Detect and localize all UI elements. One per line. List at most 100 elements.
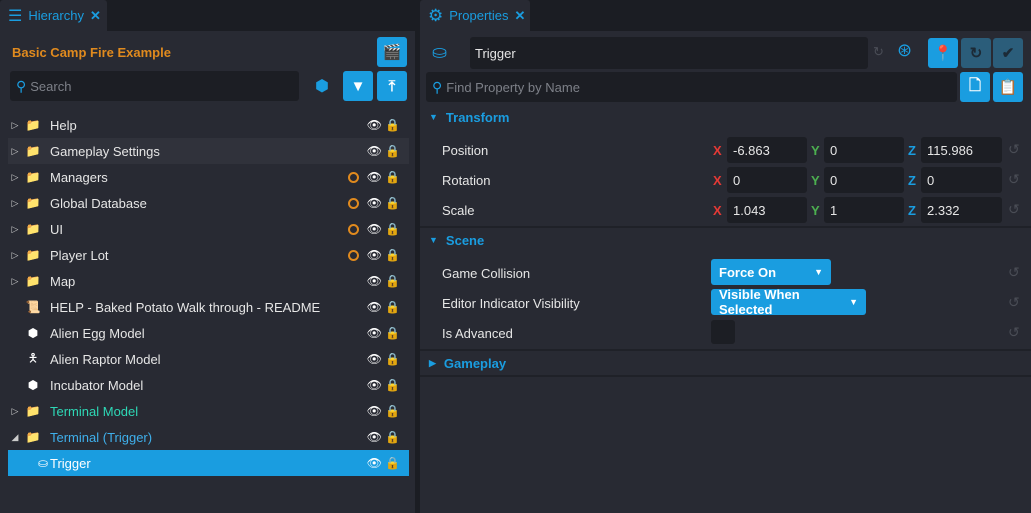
expand-icon[interactable]: ▷ [11, 197, 19, 208]
hierarchy-item[interactable]: ▷ 📁 Managers 👁 🔒 [8, 164, 409, 190]
hierarchy-item[interactable]: ▷ 📁 Help 👁 🔒 [8, 112, 409, 138]
visibility-eye-icon[interactable]: 👁 [366, 378, 382, 392]
expand-icon[interactable]: ▷ [11, 275, 19, 286]
scene-button[interactable]: 🎬 [377, 37, 407, 67]
lock-icon[interactable]: 🔒 [385, 222, 400, 236]
reset-icon[interactable]: ↺ [1008, 201, 1020, 217]
hierarchy-item[interactable]: ▷ 📁 Player Lot 👁 🔒 [8, 242, 409, 268]
scale-z-input[interactable]: 2.332 [921, 197, 1002, 223]
position-x-input[interactable]: -6.863 [727, 137, 807, 163]
reset-icon[interactable]: ↺ [1008, 294, 1020, 310]
y-axis-label: Y [811, 173, 820, 188]
expand-icon[interactable]: ▷ [11, 249, 19, 260]
scale-y-input[interactable]: 1 [824, 197, 904, 223]
hierarchy-item[interactable]: ▷ 📁 UI 👁 🔒 [8, 216, 409, 242]
visibility-eye-icon[interactable]: 👁 [366, 222, 382, 236]
hierarchy-item[interactable]: 🯅 Alien Raptor Model 👁 🔒 [8, 346, 409, 372]
lock-icon[interactable]: 🔒 [385, 456, 400, 470]
lock-icon[interactable]: 🔒 [385, 118, 400, 132]
object-name-input[interactable]: Trigger [470, 37, 868, 69]
visibility-eye-icon[interactable]: 👁 [366, 300, 382, 314]
visibility-eye-icon[interactable]: 👁 [366, 170, 382, 184]
visibility-eye-icon[interactable]: 👁 [366, 456, 382, 470]
networking-icon[interactable]: ⊛ [897, 40, 913, 60]
close-icon[interactable]: ✕ [89, 7, 101, 23]
expanded-icon[interactable]: ◢ [11, 431, 19, 442]
visibility-eye-icon[interactable]: 👁 [366, 144, 382, 158]
find-property-input[interactable]: ⚲ Find Property by Name [426, 72, 957, 102]
scale-label: Scale [442, 203, 475, 218]
search-icon: ⚲ [432, 78, 443, 95]
lock-icon[interactable]: 🔒 [385, 144, 400, 158]
hierarchy-item[interactable]: ▷ 📁 Global Database 👁 🔒 [8, 190, 409, 216]
visibility-eye-icon[interactable]: 👁 [366, 274, 382, 288]
lock-icon[interactable]: 🔒 [385, 274, 400, 288]
lock-icon[interactable]: 🔒 [385, 352, 400, 366]
reset-icon[interactable]: ↺ [1008, 324, 1020, 340]
reset-icon[interactable]: ↺ [1008, 141, 1020, 157]
hierarchy-item[interactable]: ▷ 📁 Map 👁 🔒 [8, 268, 409, 294]
reset-icon[interactable]: ↺ [1008, 171, 1020, 187]
visibility-eye-icon[interactable]: 👁 [366, 326, 382, 340]
position-y-input[interactable]: 0 [824, 137, 904, 163]
section-gameplay[interactable]: ▶ Gameplay [420, 349, 1031, 375]
collapse-button[interactable]: ⤒ [377, 71, 407, 101]
section-transform[interactable]: ▼ Transform [429, 109, 510, 125]
expand-icon[interactable]: ▷ [11, 405, 19, 416]
scale-x-input[interactable]: 1.043 [727, 197, 807, 223]
lock-icon[interactable]: 🔒 [385, 326, 400, 340]
item-label: HELP - Baked Potato Walk through - READM… [50, 299, 321, 315]
lock-icon[interactable]: 🔒 [385, 196, 400, 210]
project-title: Basic Camp Fire Example [12, 45, 171, 60]
rotation-z-input[interactable]: 0 [921, 167, 1002, 193]
lock-icon[interactable]: 🔒 [385, 170, 400, 184]
hierarchy-item[interactable]: 📜 HELP - Baked Potato Walk through - REA… [8, 294, 409, 320]
reset-name-icon[interactable]: ↻ [873, 44, 884, 59]
section-scene[interactable]: ▼ Scene [420, 226, 1031, 252]
rotation-x-input[interactable]: 0 [727, 167, 807, 193]
folder-icon: 📁 [25, 222, 41, 236]
lock-icon[interactable]: 🔒 [385, 248, 400, 262]
paste-button[interactable]: 📋 [993, 72, 1023, 102]
object-filter-icon[interactable]: ⬢ [315, 78, 329, 95]
lock-icon[interactable]: 🔒 [385, 430, 400, 444]
search-input[interactable]: ⚲ Search [10, 71, 299, 101]
tab-properties[interactable]: ⚙ Properties ✕ [420, 0, 530, 31]
reset-icon[interactable]: ↺ [1008, 264, 1020, 280]
game-collision-dropdown[interactable]: Force On ▼ [711, 259, 831, 285]
item-label: UI [50, 221, 63, 237]
locate-button[interactable]: 📍 [928, 38, 958, 68]
revert-button[interactable]: ↻ [961, 38, 991, 68]
expand-icon[interactable]: ▷ [11, 145, 19, 156]
visibility-eye-icon[interactable]: 👁 [366, 118, 382, 132]
x-axis-label: X [713, 143, 722, 158]
hierarchy-item[interactable]: ⬢ Alien Egg Model 👁 🔒 [8, 320, 409, 346]
expand-icon[interactable]: ▷ [11, 223, 19, 234]
visibility-eye-icon[interactable]: 👁 [366, 248, 382, 262]
position-z-input[interactable]: 115.986 [921, 137, 1002, 163]
lock-icon[interactable]: 🔒 [385, 300, 400, 314]
visibility-eye-icon[interactable]: 👁 [366, 196, 382, 210]
tab-hierarchy[interactable]: ☰ Hierarchy ✕ [0, 0, 107, 31]
hierarchy-item[interactable]: ▷ 📁 Terminal Model 👁 🔒 [8, 398, 409, 424]
hierarchy-item[interactable]: ⬢ Incubator Model 👁 🔒 [8, 372, 409, 398]
hierarchy-item[interactable]: ⛀ Trigger 👁 🔒 [8, 450, 409, 476]
editor-indicator-dropdown[interactable]: Visible When Selected ▼ [711, 287, 866, 317]
y-axis-label: Y [811, 203, 820, 218]
hierarchy-item[interactable]: ◢ 📁 Terminal (Trigger) 👁 🔒 [8, 424, 409, 450]
close-icon[interactable]: ✕ [514, 7, 526, 23]
hierarchy-item[interactable]: ▷ 📁 Gameplay Settings 👁 🔒 [8, 138, 409, 164]
lock-icon[interactable]: 🔒 [385, 378, 400, 392]
rotation-y-input[interactable]: 0 [824, 167, 904, 193]
visibility-eye-icon[interactable]: 👁 [366, 404, 382, 418]
expand-icon[interactable]: ▷ [11, 119, 19, 130]
is-advanced-checkbox[interactable] [711, 320, 735, 344]
filter-button[interactable]: ▼ [343, 71, 373, 101]
visibility-eye-icon[interactable]: 👁 [366, 430, 382, 444]
apply-button[interactable]: ✔ [993, 38, 1023, 68]
copy-button[interactable]: 🗋 [960, 72, 990, 102]
lock-icon[interactable]: 🔒 [385, 404, 400, 418]
x-axis-label: X [713, 173, 722, 188]
expand-icon[interactable]: ▷ [11, 171, 19, 182]
visibility-eye-icon[interactable]: 👁 [366, 352, 382, 366]
